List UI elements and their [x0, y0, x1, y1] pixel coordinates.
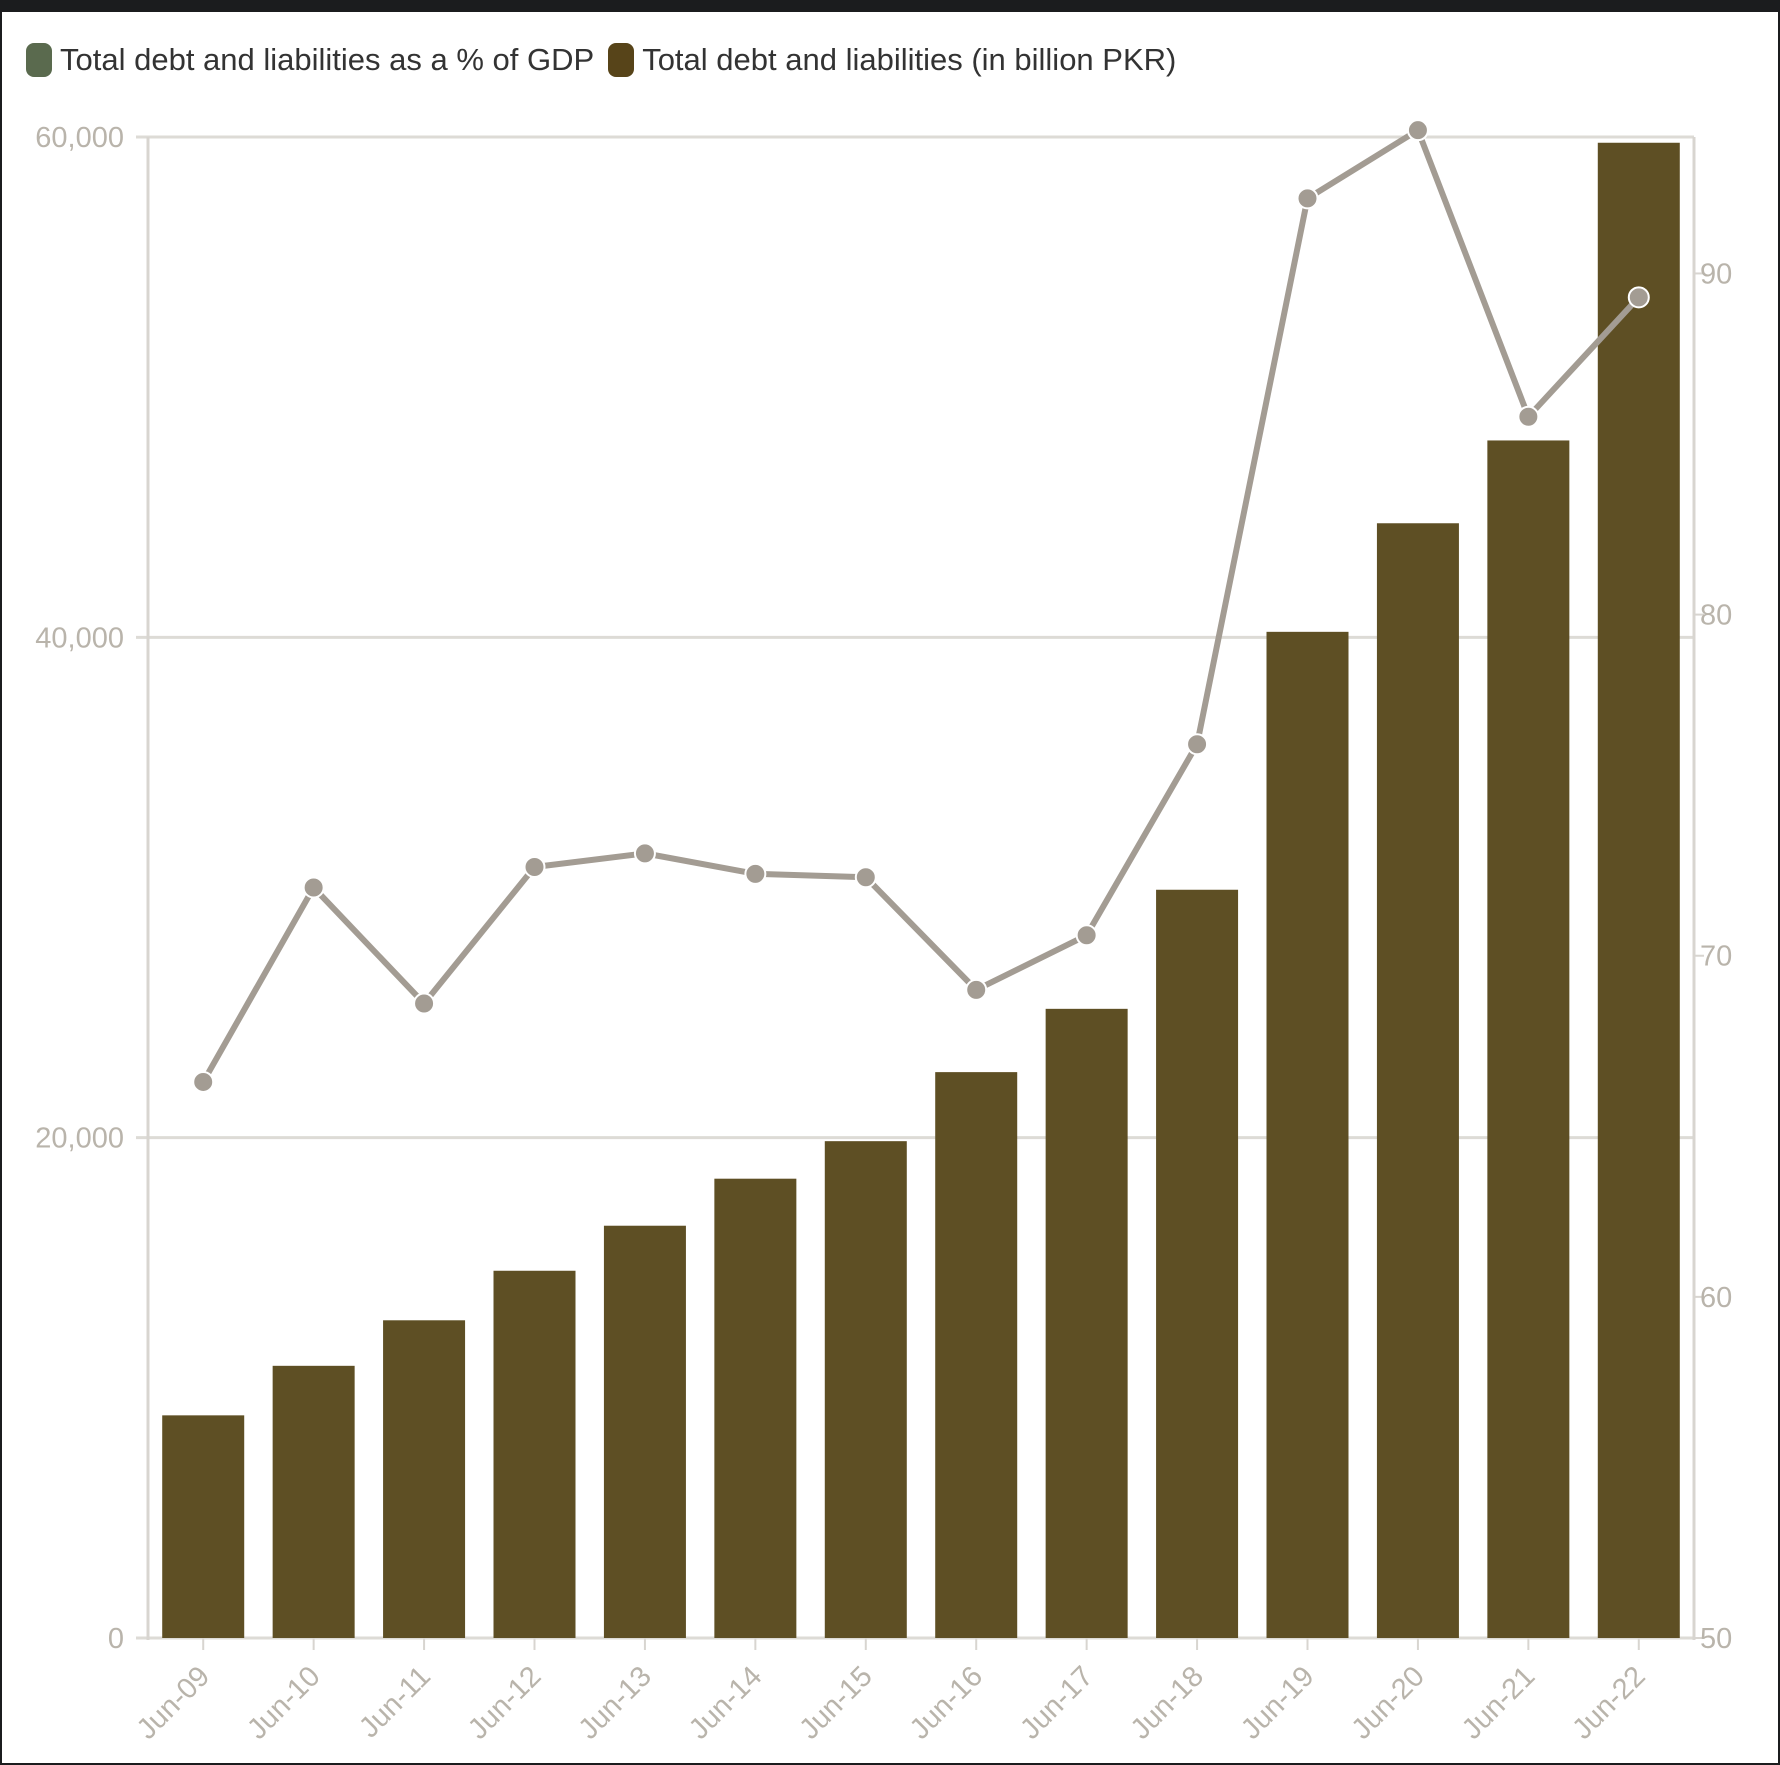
- bar-Jun-13: [603, 1225, 686, 1638]
- line-point-Jun-09: [192, 1070, 215, 1093]
- bar-Jun-16: [935, 1072, 1018, 1638]
- x-axis-tick-label: Jun-16: [904, 1660, 989, 1745]
- left-axis-tick-label: 20,000: [35, 1123, 124, 1155]
- legend-label-pct-gdp: Total debt and liabilities as a % of GDP: [60, 42, 595, 77]
- line-point-Jun-16: [965, 978, 988, 1001]
- legend-label-billion-pkr: Total debt and liabilities (in billion P…: [642, 42, 1177, 77]
- bar-Jun-12: [493, 1270, 576, 1638]
- bar-Jun-17: [1045, 1008, 1128, 1638]
- x-axis-tick-label: Jun-12: [462, 1660, 547, 1745]
- pct-gdp-line: [200, 127, 1641, 1084]
- line-point-Jun-12: [523, 856, 546, 879]
- legend-item-billion-pkr[interactable]: Total debt and liabilities (in billion P…: [608, 42, 1176, 78]
- line-point-Jun-21: [1517, 405, 1540, 428]
- line-point-Jun-15: [854, 866, 877, 889]
- line-point-Jun-20: [1406, 119, 1429, 142]
- x-axis-tick-label: Jun-19: [1235, 1660, 1320, 1745]
- legend-swatch-pct-gdp: [26, 43, 52, 77]
- bar-Jun-11: [383, 1320, 466, 1638]
- x-axis-tick-label: Jun-18: [1125, 1660, 1210, 1745]
- right-axis-tick-label: 50: [1700, 1623, 1732, 1655]
- line-point-Jun-18: [1186, 733, 1209, 756]
- bar-Jun-21: [1487, 440, 1570, 1639]
- frame-right-border: [1778, 12, 1780, 1765]
- line-point-Jun-19: [1296, 187, 1319, 210]
- x-axis-tick-label: Jun-15: [793, 1660, 878, 1745]
- bar-Jun-18: [1156, 889, 1239, 1638]
- bar-Jun-15: [824, 1141, 907, 1638]
- x-axis-tick-label: Jun-11: [353, 1660, 437, 1744]
- bar-Jun-20: [1376, 523, 1459, 1638]
- left-axis-tick-label: 40,000: [35, 622, 124, 654]
- x-axis-tick-label: Jun-09: [131, 1660, 216, 1745]
- chart-legend: Total debt and liabilities as a % of GDP…: [26, 40, 1176, 80]
- window-top-bar: [0, 0, 1780, 12]
- line-point-Jun-22: [1627, 286, 1650, 309]
- line-point-Jun-14: [744, 862, 767, 885]
- legend-item-pct-gdp[interactable]: Total debt and liabilities as a % of GDP: [26, 42, 594, 78]
- frame-left-border: [0, 12, 2, 1765]
- bar-Jun-19: [1266, 631, 1349, 1638]
- left-axis-tick-label: 0: [108, 1623, 124, 1655]
- x-axis-tick-label: Jun-21: [1456, 1660, 1541, 1745]
- line-point-Jun-17: [1075, 924, 1098, 947]
- x-axis-tick-label: Jun-14: [683, 1660, 768, 1745]
- right-axis-tick-label: 60: [1700, 1282, 1732, 1314]
- line-point-Jun-11: [413, 992, 436, 1015]
- line-point-Jun-10: [302, 876, 325, 899]
- bar-Jun-09: [162, 1415, 245, 1638]
- bar-Jun-22: [1597, 142, 1680, 1639]
- legend-swatch-billion-pkr: [608, 43, 635, 77]
- right-axis-tick-label: 90: [1700, 258, 1732, 290]
- x-axis-tick-label: Jun-17: [1014, 1660, 1099, 1745]
- frame-bottom-border: [0, 1763, 1780, 1765]
- bar-Jun-10: [272, 1365, 355, 1638]
- x-axis-tick-label: Jun-13: [573, 1660, 658, 1745]
- right-axis-tick-label: 80: [1700, 600, 1732, 632]
- x-axis-tick-label: Jun-20: [1346, 1660, 1431, 1745]
- x-axis-tick-label: Jun-22: [1566, 1660, 1651, 1745]
- line-point-Jun-13: [633, 842, 656, 865]
- bar-Jun-14: [714, 1178, 797, 1638]
- left-axis-tick-label: 60,000: [35, 122, 124, 154]
- right-axis-tick-label: 70: [1700, 941, 1732, 973]
- x-axis-tick-label: Jun-10: [241, 1660, 326, 1745]
